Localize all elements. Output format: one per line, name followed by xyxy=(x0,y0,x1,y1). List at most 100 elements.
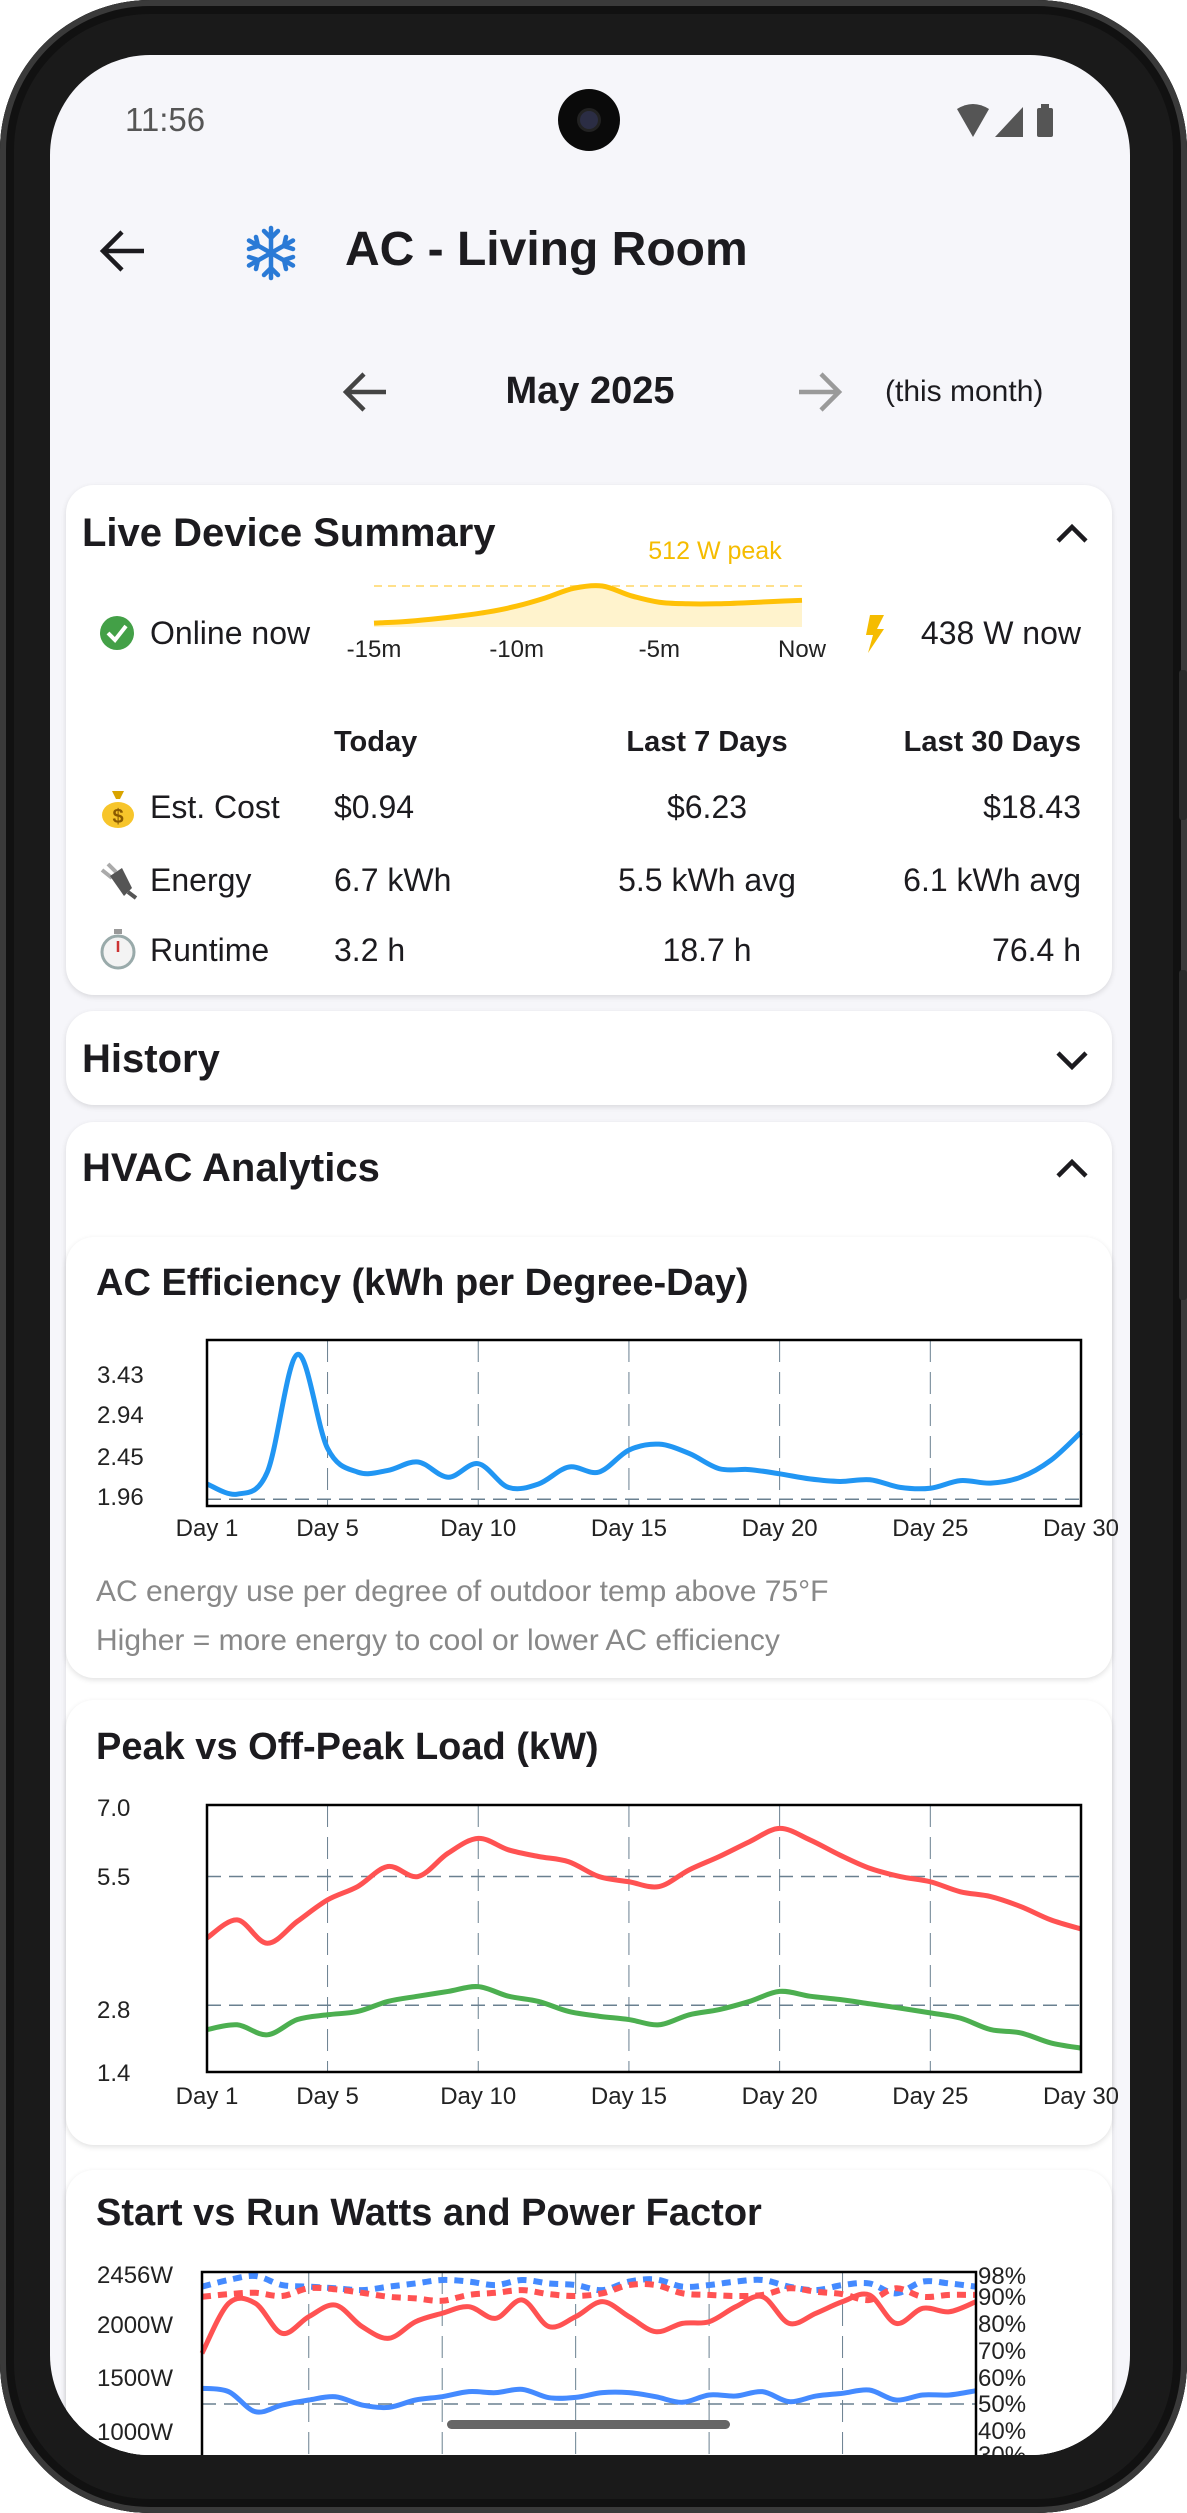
back-button[interactable] xyxy=(98,227,150,275)
y-tick-label: 3.43 xyxy=(97,1362,144,1389)
x-tick-label: Now xyxy=(778,636,827,663)
start-run-chart: 2456W 2000W 1500W 1000W 98%90%80%70%60%50%40… xyxy=(97,2262,1026,2455)
online-status: Online now xyxy=(150,615,311,651)
x-tick-label: Day 30 xyxy=(1043,2083,1119,2110)
energy-30-days: 6.1 kWh avg xyxy=(903,862,1081,898)
home-indicator[interactable] xyxy=(447,2420,730,2429)
status-time: 11:56 xyxy=(125,101,206,138)
cost-7-days: $6.23 xyxy=(666,789,748,825)
x-tick-label: Day 20 xyxy=(742,1515,818,1542)
energy-7-days: 5.5 kWh avg xyxy=(618,862,796,898)
history-title: History xyxy=(82,1037,220,1081)
bolt-icon xyxy=(866,615,884,653)
column-header-30-days: Last 30 Days xyxy=(903,726,1081,758)
start-run-card: Start vs Run Watts and Power Factor 2456… xyxy=(66,2170,1112,2455)
power-button xyxy=(1179,970,1187,1300)
arrow-left-icon xyxy=(342,372,386,412)
x-tick-label: Day 15 xyxy=(591,1515,667,1542)
money-bag-icon: $ xyxy=(102,791,134,828)
chevron-up-icon xyxy=(1056,1158,1088,1178)
energy-today: 6.7 kWh xyxy=(334,862,452,898)
row-label: Runtime xyxy=(150,932,270,968)
watts-line xyxy=(199,2291,977,2355)
y-right-tick-label: 80% xyxy=(978,2311,1026,2338)
plot-frame xyxy=(205,1338,1083,1508)
arrow-left-icon xyxy=(99,230,144,272)
y-tick-label: 2.8 xyxy=(97,1997,130,2024)
y-right-tick-label: 98% xyxy=(978,2263,1026,2290)
wifi-icon xyxy=(957,104,989,137)
y-tick-label: 2.94 xyxy=(97,1402,144,1429)
y-left-tick-label: 2456W xyxy=(97,2262,173,2289)
y-right-tick-label: 40% xyxy=(978,2418,1026,2445)
x-tick-label: Day 10 xyxy=(440,1515,516,1542)
watts-line xyxy=(201,2385,977,2415)
chart-title: AC Efficiency (kWh per Degree-Day) xyxy=(96,1262,749,1304)
volume-button xyxy=(1179,670,1187,820)
x-tick-label: Day 10 xyxy=(440,2083,516,2110)
power-factor-line xyxy=(201,2281,977,2304)
y-left-tick-label: 1500W xyxy=(97,2365,173,2392)
arrow-right-icon xyxy=(799,372,843,412)
chevron-down-icon xyxy=(1056,1051,1088,1071)
live-summary-card: Live Device Summary 512 W peak -15m -10m -… xyxy=(66,485,1112,995)
next-month-button[interactable] xyxy=(795,367,845,417)
y-tick-label: 1.96 xyxy=(97,1484,144,1511)
x-tick-label: Day 15 xyxy=(591,2083,667,2110)
plot-frame xyxy=(205,1803,1083,2074)
y-tick-label: 5.5 xyxy=(97,1864,130,1891)
chart-title: Peak vs Off-Peak Load (kW) xyxy=(96,1726,599,1768)
y-left-tick-label: 1000W xyxy=(97,2419,173,2446)
y-right-tick-label: 90% xyxy=(978,2284,1026,2311)
series-line xyxy=(206,1984,1082,2051)
y-left-tick-label: 2000W xyxy=(97,2312,173,2339)
chart-caption: AC energy use per degree of outdoor temp… xyxy=(96,1575,829,1608)
y-tick-label: 2.45 xyxy=(97,1444,144,1471)
x-tick-label: Day 5 xyxy=(296,2083,359,2110)
sparkline-area xyxy=(374,585,802,627)
y-right-tick-label: 70% xyxy=(978,2338,1026,2365)
runtime-30-days: 76.4 h xyxy=(992,932,1081,968)
x-tick-label: Day 5 xyxy=(296,1515,359,1542)
power-now: 438 W now xyxy=(920,615,1081,651)
x-tick-label: -15m xyxy=(347,636,402,663)
x-tick-label: Day 25 xyxy=(892,2083,968,2110)
peak-load-card: Peak vs Off-Peak Load (kW) 7.0 5.5 2.8 1.4 D… xyxy=(66,1700,1119,2145)
status-icons xyxy=(957,104,1053,137)
x-tick-label: Day 30 xyxy=(1043,1515,1119,1542)
svg-text:$: $ xyxy=(112,806,123,828)
page-title: AC - Living Room xyxy=(345,223,748,276)
cost-30-days: $18.43 xyxy=(983,789,1081,825)
history-card[interactable]: History xyxy=(66,1011,1112,1105)
sparkline-line xyxy=(373,583,803,626)
online-check-icon xyxy=(100,616,134,650)
previous-month-button[interactable] xyxy=(340,367,390,417)
y-tick-label: 1.4 xyxy=(97,2060,130,2087)
chart-title: Start vs Run Watts and Power Factor xyxy=(96,2192,762,2234)
series-line xyxy=(205,1825,1082,1946)
row-label: Energy xyxy=(150,862,252,898)
app-screen: 11:56 AC - Living Room May 2025 (this mo… xyxy=(50,55,1130,2455)
chart-caption: Higher = more energy to cool or lower AC… xyxy=(96,1624,780,1657)
runtime-today: 3.2 h xyxy=(334,932,406,968)
x-tick-label: Day 1 xyxy=(176,2083,239,2110)
front-camera xyxy=(558,89,620,151)
collapse-hvac-button[interactable] xyxy=(1054,1154,1090,1182)
month-label: May 2025 xyxy=(505,370,675,412)
x-tick-label: -10m xyxy=(489,636,544,663)
ac-efficiency-card: AC Efficiency (kWh per Degree-Day) 3.43 2… xyxy=(66,1237,1119,1678)
signal-icon xyxy=(995,107,1023,137)
x-tick-label: Day 20 xyxy=(742,2083,818,2110)
ac-efficiency-chart: 3.43 2.94 2.45 1.96 Day 1 Day 5 Day 10 Day 15 Da… xyxy=(97,1338,1119,1542)
plug-icon xyxy=(100,862,138,900)
this-month-note: (this month) xyxy=(885,375,1044,408)
y-right-tick-label: 30% xyxy=(978,2442,1026,2455)
chevron-up-icon xyxy=(1056,523,1088,543)
expand-history-button[interactable] xyxy=(1054,1045,1090,1073)
plot-frame xyxy=(200,2270,978,2455)
y-right-tick-label: 50% xyxy=(978,2391,1026,2418)
peak-label: 512 W peak xyxy=(648,537,782,565)
stopwatch-icon xyxy=(100,929,136,970)
y-right-tick-label: 60% xyxy=(978,2365,1026,2392)
collapse-live-summary-button[interactable] xyxy=(1054,519,1090,547)
